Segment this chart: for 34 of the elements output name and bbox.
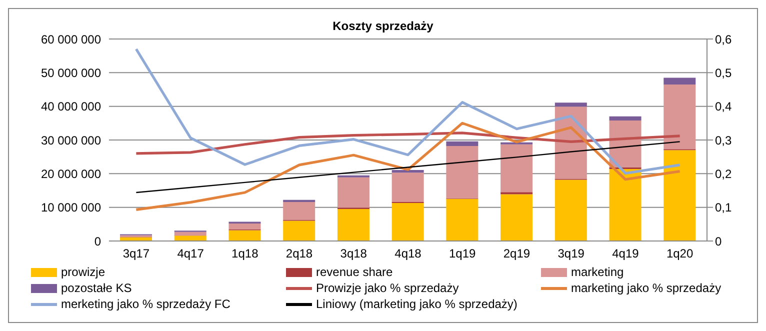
legend-label: merketing jako % sprzedaży FC [61,297,230,311]
legend-label: revenue share [316,265,393,279]
chart-title: Koszty sprzedaży [332,19,434,33]
x-tick-label: 1q18 [232,246,259,261]
x-tick-label: 1q20 [666,246,694,261]
x-tick-label: 3q17 [122,246,150,261]
y-tick-label: 60 000 000 [40,32,102,46]
x-tick-label: 3q18 [340,246,368,261]
y-tick-label: 10 000 000 [40,200,102,215]
y2-tick-label: 0 [715,234,722,248]
x-tick-label: 4q19 [612,246,640,261]
y-tick-label: 30 000 000 [40,133,102,148]
legend-label: marketing [571,265,624,279]
legend-label: Liniowy (marketing jako % sprzedaży) [316,297,518,311]
x-tick-label: 4q18 [394,246,422,261]
y-tick-label: 20 000 000 [40,166,102,181]
y2-tick-label: 0,1 [715,200,732,215]
y-tick-label: 40 000 000 [40,100,102,114]
y2-tick-label: 0,2 [715,166,732,181]
legend-label: pozostałe KS [61,281,132,295]
y2-tick-label: 0,6 [715,32,732,46]
y2-tick-label: 0,3 [715,133,732,148]
x-tick-label: 4q17 [177,246,204,261]
legend-label: prowizje [61,265,106,279]
y2-tick-label: 0,4 [715,100,732,114]
y-tick-label: 50 000 000 [40,66,102,80]
legend-label: marketing jako % sprzedaży [571,281,722,295]
x-tick-label: 2q19 [503,246,530,261]
x-tick-label: 3q19 [558,246,585,261]
legend-label: Prowizje jako % sprzedaży [316,281,459,295]
y2-tick-label: 0,5 [715,66,732,80]
y-tick-label: 0 [94,234,102,248]
x-tick-label: 2q18 [286,246,313,261]
x-tick-label: 1q19 [449,246,476,261]
